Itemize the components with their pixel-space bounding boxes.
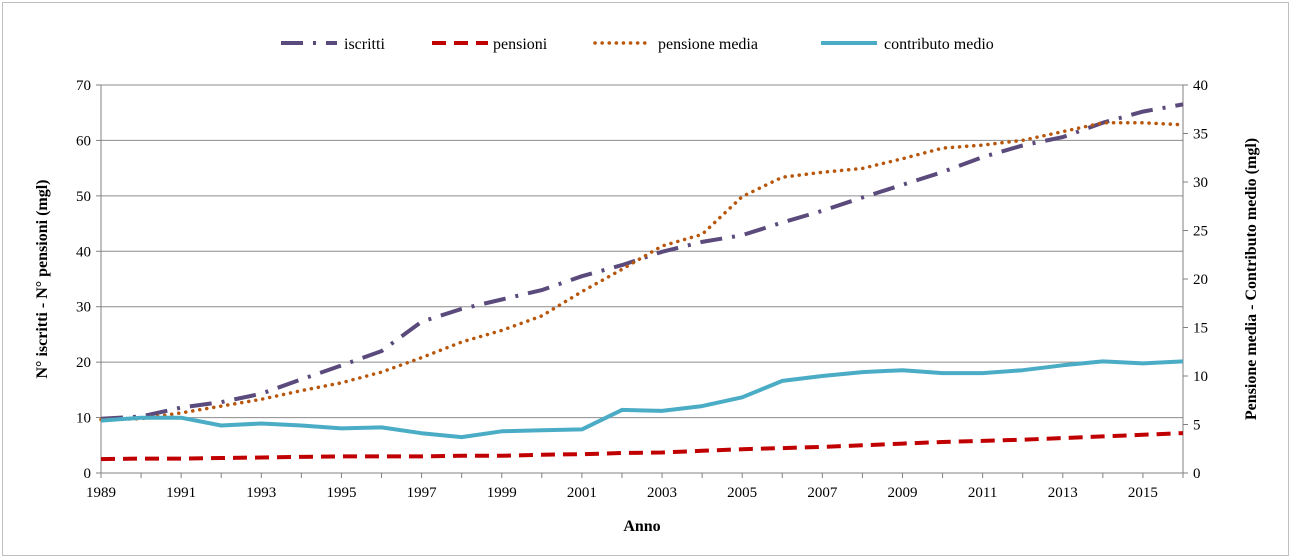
series-lines <box>101 104 1183 459</box>
x-tick-label: 2013 <box>1048 485 1078 501</box>
y2-axis-title: Pensione media - Contributo medio (mgl) <box>1243 138 1260 420</box>
series-line-pensione-media <box>101 123 1183 420</box>
x-tick-label: 2001 <box>567 485 597 501</box>
y-tick-label: 20 <box>76 355 91 371</box>
y2-tick-label: 25 <box>1193 224 1208 240</box>
y2-tick-label: 10 <box>1193 369 1208 385</box>
y-tick-label: 50 <box>76 189 91 205</box>
x-tick-label: 2011 <box>968 485 997 501</box>
y2-tick-label: 20 <box>1193 272 1208 288</box>
y-tick-label: 10 <box>76 411 91 427</box>
y-tick-label: 60 <box>76 133 91 149</box>
x-tick-label: 2015 <box>1128 485 1158 501</box>
y-axis-title: N° iscritti - N° pensioni (mgl) <box>34 180 51 379</box>
x-tick-label: 1995 <box>326 485 356 501</box>
x-tick-label: 2007 <box>807 485 838 501</box>
y2-tick-label: 35 <box>1193 127 1208 143</box>
line-chart: 0 10 20 30 40 50 60 70 0 5 10 15 20 25 30 35 40 1989 1991 1… <box>3 3 1290 557</box>
y2-tick-label: 5 <box>1193 418 1201 434</box>
series-line-pensioni <box>101 433 1183 459</box>
y2-tick-label: 0 <box>1193 466 1201 482</box>
legend-label: pensione media <box>658 36 758 53</box>
y-tick-label: 0 <box>84 466 92 482</box>
x-tick-label: 1989 <box>86 485 116 501</box>
x-tick-label: 1999 <box>487 485 517 501</box>
x-axis-title: Anno <box>623 518 660 535</box>
x-tick-label: 1997 <box>407 485 438 501</box>
x-tick-label: 1993 <box>246 485 276 501</box>
x-tick-label: 2003 <box>647 485 677 501</box>
y-tick-label: 30 <box>76 300 91 316</box>
x-tick-label: 2005 <box>727 485 757 501</box>
y2-tick-label: 15 <box>1193 321 1208 337</box>
legend-label: pensioni <box>493 36 548 53</box>
gridlines <box>101 85 1183 418</box>
legend-label: iscritti <box>344 36 385 53</box>
y2-tick-label: 30 <box>1193 175 1208 191</box>
legend-label: contributo medio <box>884 36 994 53</box>
legend: iscritti pensioni pensione media contributo… <box>281 36 994 53</box>
x-tick-label: 1991 <box>166 485 196 501</box>
y-tick-label: 70 <box>76 78 91 94</box>
x-tick-label: 2009 <box>887 485 917 501</box>
y-tick-label: 40 <box>76 244 91 260</box>
y2-tick-label: 40 <box>1193 78 1208 94</box>
